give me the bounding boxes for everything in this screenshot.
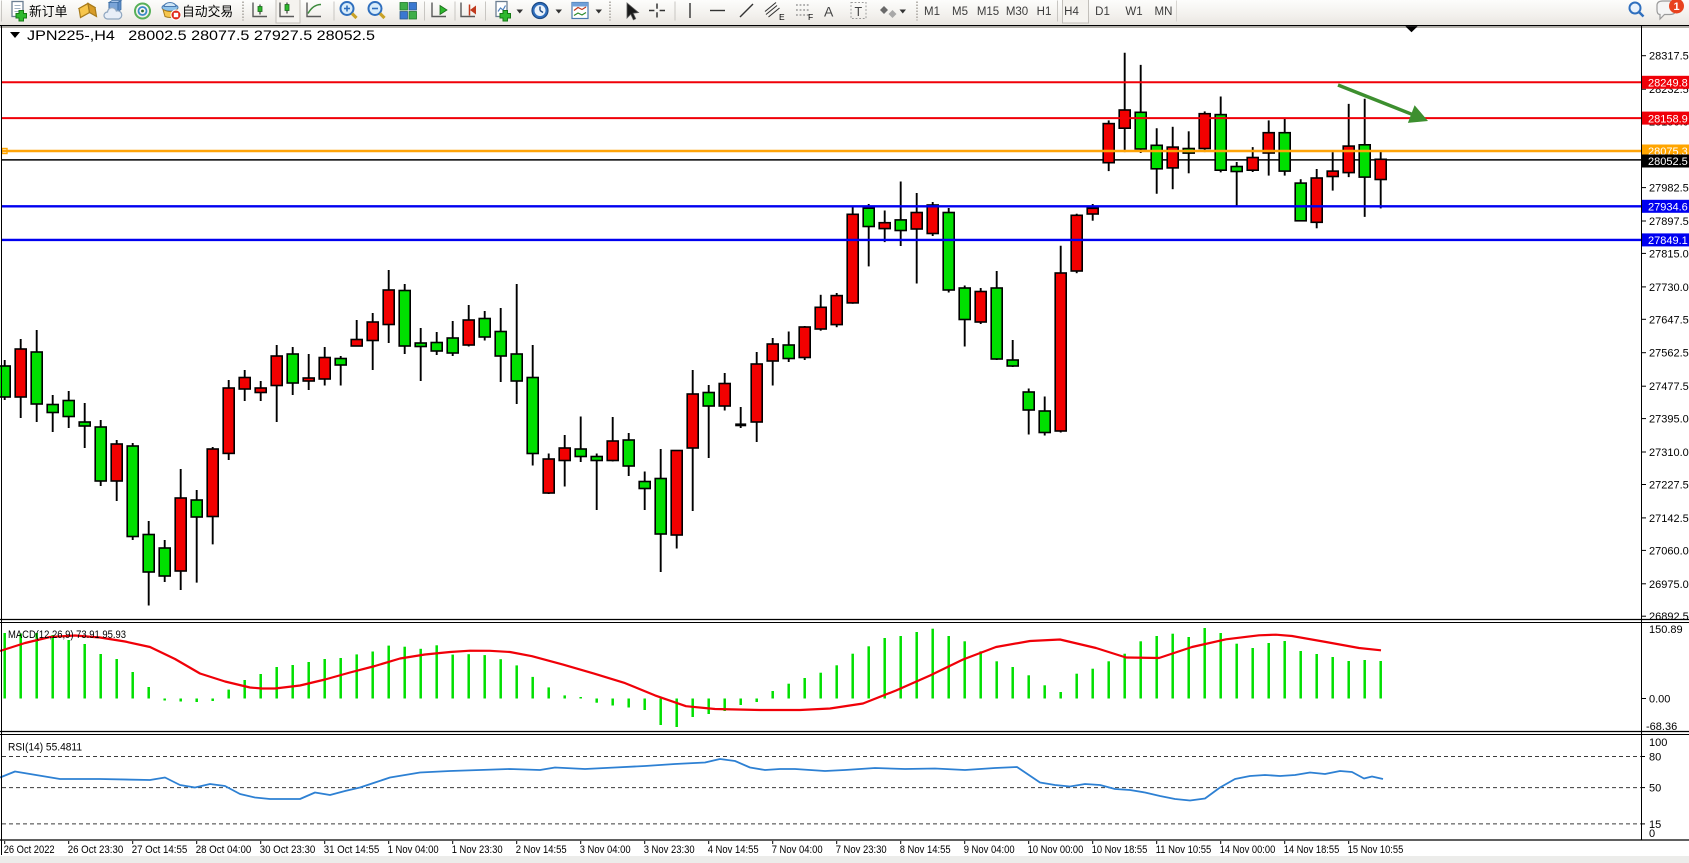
- svg-text:8 Nov 14:55: 8 Nov 14:55: [900, 844, 951, 856]
- svg-text:80: 80: [1649, 752, 1661, 764]
- svg-text:3 Nov 23:30: 3 Nov 23:30: [644, 844, 695, 856]
- svg-text:M5: M5: [952, 6, 968, 18]
- svg-text:W1: W1: [1125, 6, 1142, 18]
- svg-text:H4: H4: [1064, 6, 1079, 18]
- svg-text:50: 50: [1649, 783, 1661, 795]
- svg-text:27227.5: 27227.5: [1649, 480, 1689, 492]
- svg-text:T: T: [855, 5, 863, 19]
- svg-text:27477.5: 27477.5: [1649, 381, 1689, 393]
- svg-text:27849.1: 27849.1: [1648, 235, 1688, 247]
- svg-text:27 Oct 14:55: 27 Oct 14:55: [132, 844, 188, 856]
- svg-text:27142.5: 27142.5: [1649, 513, 1689, 525]
- svg-text:10 Nov 18:55: 10 Nov 18:55: [1092, 844, 1148, 856]
- svg-text:15 Nov 10:55: 15 Nov 10:55: [1348, 844, 1404, 856]
- svg-text:4 Nov 14:55: 4 Nov 14:55: [708, 844, 759, 856]
- svg-text:150.89: 150.89: [1649, 624, 1683, 636]
- svg-text:26 Oct 2022: 26 Oct 2022: [4, 844, 55, 856]
- svg-text:30 Oct 23:30: 30 Oct 23:30: [260, 844, 316, 856]
- svg-text:7 Nov 23:30: 7 Nov 23:30: [836, 844, 887, 856]
- svg-text:15: 15: [1649, 819, 1661, 831]
- svg-text:28 Oct 04:00: 28 Oct 04:00: [196, 844, 252, 856]
- svg-text:14 Nov 18:55: 14 Nov 18:55: [1284, 844, 1340, 856]
- svg-text:14 Nov 00:00: 14 Nov 00:00: [1220, 844, 1276, 856]
- svg-text:27395.0: 27395.0: [1649, 414, 1689, 426]
- svg-text:D1: D1: [1095, 6, 1110, 18]
- svg-text:27982.5: 27982.5: [1649, 183, 1689, 195]
- svg-text:26892.5: 26892.5: [1649, 611, 1689, 623]
- svg-text:9 Nov 04:00: 9 Nov 04:00: [964, 844, 1015, 856]
- svg-text:1 Nov 04:00: 1 Nov 04:00: [388, 844, 439, 856]
- svg-text:27815.0: 27815.0: [1649, 248, 1689, 260]
- svg-text:H1: H1: [1037, 6, 1052, 18]
- svg-text:28249.8: 28249.8: [1648, 78, 1688, 90]
- svg-text:28317.5: 28317.5: [1649, 51, 1689, 63]
- svg-text:JPN225-,H4 28002.5 28077.5 2: JPN225-,H4 28002.5 28077.5 27927.5 28052…: [27, 28, 375, 44]
- svg-text:10 Nov 00:00: 10 Nov 00:00: [1028, 844, 1084, 856]
- svg-text:27730.0: 27730.0: [1649, 282, 1689, 294]
- svg-text:26975.0: 26975.0: [1649, 579, 1689, 591]
- svg-text:27934.6: 27934.6: [1648, 202, 1688, 214]
- svg-text:1: 1: [1673, 1, 1679, 13]
- svg-text:11 Nov 10:55: 11 Nov 10:55: [1156, 844, 1212, 856]
- svg-text:RSI(14) 55.4811: RSI(14) 55.4811: [8, 742, 82, 754]
- svg-text:1 Nov 23:30: 1 Nov 23:30: [452, 844, 503, 856]
- svg-text:27897.5: 27897.5: [1649, 216, 1689, 228]
- svg-text:27647.5: 27647.5: [1649, 314, 1689, 326]
- svg-text:100: 100: [1649, 737, 1667, 749]
- svg-text:-68.36: -68.36: [1646, 721, 1677, 733]
- svg-text:M30: M30: [1006, 6, 1028, 18]
- svg-text:27060.0: 27060.0: [1649, 545, 1689, 557]
- svg-text:31 Oct 14:55: 31 Oct 14:55: [324, 844, 380, 856]
- svg-text:新订单: 新订单: [29, 4, 68, 19]
- svg-text:3 Nov 04:00: 3 Nov 04:00: [580, 844, 631, 856]
- svg-text:27310.0: 27310.0: [1649, 447, 1689, 459]
- svg-text:2 Nov 14:55: 2 Nov 14:55: [516, 844, 567, 856]
- svg-text:28052.5: 28052.5: [1648, 156, 1688, 168]
- svg-text:7 Nov 04:00: 7 Nov 04:00: [772, 844, 823, 856]
- svg-text:自动交易: 自动交易: [182, 4, 233, 19]
- svg-text:0: 0: [1649, 828, 1655, 840]
- svg-text:A: A: [824, 4, 834, 20]
- svg-text:26 Oct 23:30: 26 Oct 23:30: [68, 844, 124, 856]
- svg-text:28158.9: 28158.9: [1648, 113, 1688, 125]
- svg-text:E: E: [779, 12, 785, 22]
- svg-text:0.00: 0.00: [1649, 694, 1670, 706]
- svg-text:M1: M1: [924, 6, 940, 18]
- svg-text:MACD(12,26,9) 73.91 95.93: MACD(12,26,9) 73.91 95.93: [8, 629, 126, 641]
- svg-text:M15: M15: [977, 6, 999, 18]
- svg-text:F: F: [808, 12, 813, 22]
- svg-text:27562.5: 27562.5: [1649, 348, 1689, 360]
- svg-text:MN: MN: [1155, 6, 1173, 18]
